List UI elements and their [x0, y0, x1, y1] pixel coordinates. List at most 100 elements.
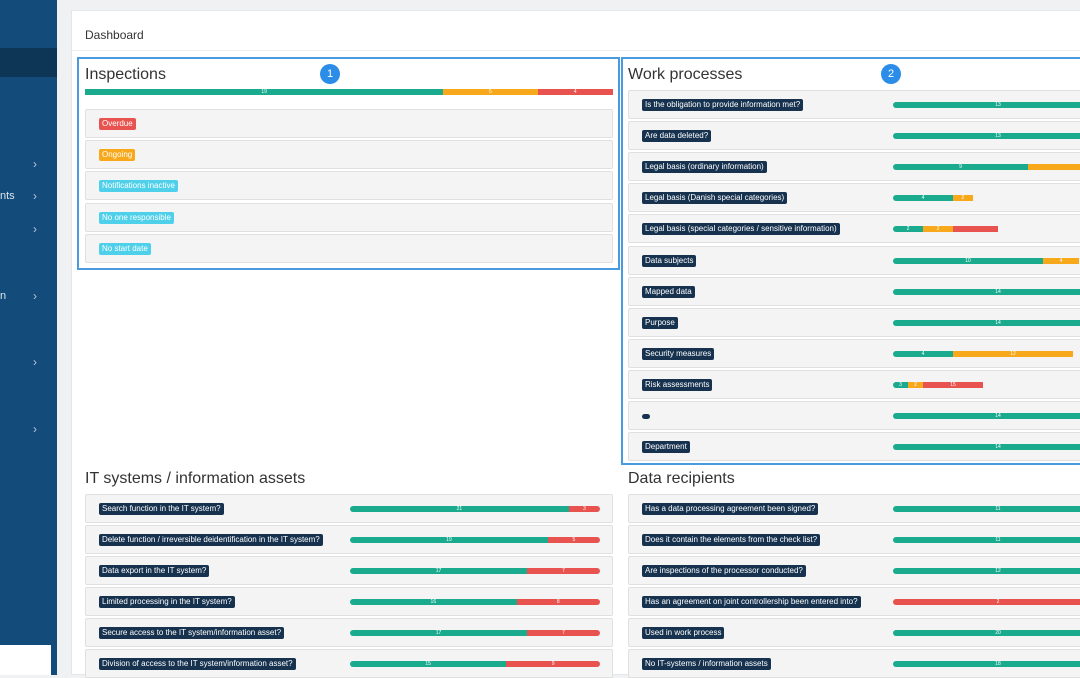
sidebar-item-3[interactable]: ›	[0, 222, 57, 238]
bar-segment-red[interactable]: 15	[923, 381, 983, 388]
bar-segment-green[interactable]: 19	[350, 537, 548, 543]
sidebar-item-1[interactable]: ›	[0, 157, 57, 173]
question-row[interactable]: Limited processing in the IT system? 16 8	[85, 587, 613, 616]
answer-distribution-bar[interactable]: 16 8	[350, 599, 600, 605]
bar-segment-red[interactable]: 3	[568, 506, 600, 512]
question-row[interactable]: Used in work process 20	[628, 618, 1080, 647]
answer-distribution-bar[interactable]: 9	[893, 164, 1080, 171]
answer-distribution-bar[interactable]: 17 7	[350, 630, 600, 636]
sidebar-active-item[interactable]	[0, 48, 57, 77]
bar-segment-green[interactable]: 14	[893, 444, 1080, 451]
bar-segment-green[interactable]: 21	[350, 506, 569, 512]
answer-distribution-bar[interactable]: 12	[893, 568, 1080, 574]
answer-distribution-bar[interactable]: 18	[893, 661, 1080, 667]
question-row[interactable]: Has a data processing agreement been sig…	[628, 494, 1080, 523]
bar-segment-green[interactable]: 13	[893, 133, 1080, 140]
question-row[interactable]: Division of access to the IT system/info…	[85, 649, 613, 678]
bar-segment-green[interactable]: 16	[350, 599, 517, 605]
answer-distribution-bar[interactable]: 14	[893, 413, 1080, 419]
answer-distribution-bar[interactable]: 21 3	[350, 506, 600, 512]
bar-segment-green[interactable]: 3	[893, 381, 908, 388]
bar-segment-red[interactable]	[953, 226, 998, 233]
sidebar-item-6[interactable]: ›	[0, 422, 57, 438]
bar-segment-orange[interactable]: 2	[923, 226, 953, 233]
bar-segment-orange[interactable]: 2	[908, 381, 923, 388]
bar-segment-green[interactable]: 12	[893, 568, 1080, 574]
answer-distribution-bar[interactable]: 14	[893, 444, 1080, 451]
question-row[interactable]: Are data deleted? 13	[628, 121, 1080, 151]
bar-segment-orange[interactable]: 2	[953, 195, 973, 202]
bar-segment-green[interactable]: 13	[893, 102, 1080, 108]
question-row[interactable]: Legal basis (special categories / sensit…	[628, 214, 1080, 244]
question-row[interactable]: Mapped data 14	[628, 276, 1080, 306]
bar-segment-green[interactable]: 4	[893, 195, 953, 202]
bar-segment-green[interactable]: 14	[893, 288, 1080, 295]
bar-segment-orange[interactable]: 12	[953, 350, 1073, 357]
bar-segment-green[interactable]: 17	[350, 630, 528, 636]
answer-distribution-bar[interactable]: 11	[893, 537, 1080, 543]
question-row[interactable]: Search function in the IT system? 21 3	[85, 494, 613, 523]
bar-segment-orange[interactable]	[1028, 164, 1080, 171]
question-row[interactable]: Has an agreement on joint controllership…	[628, 587, 1080, 616]
bar-segment-red[interactable]: 7	[527, 568, 600, 574]
bar-segment-green[interactable]: 15	[350, 661, 507, 667]
question-row[interactable]: No IT-systems / information assets 18	[628, 649, 1080, 678]
sidebar-item-5[interactable]: ›	[0, 355, 57, 371]
answer-distribution-bar[interactable]: 3 2 15	[893, 381, 1080, 388]
answer-distribution-bar[interactable]: 13	[893, 102, 1080, 108]
answer-distribution-bar[interactable]: 14	[893, 288, 1080, 295]
bar-segment-green[interactable]: 11	[893, 506, 1080, 512]
question-row[interactable]: Legal basis (ordinary information) 9	[628, 152, 1080, 182]
question-row[interactable]: Are inspections of the processor conduct…	[628, 556, 1080, 585]
inspection-filter-row[interactable]: No one responsible	[85, 202, 613, 232]
bar-segment-green[interactable]: 11	[893, 537, 1080, 543]
answer-distribution-bar[interactable]: 2	[893, 599, 1080, 605]
bar-segment-red[interactable]: 5	[547, 537, 600, 543]
question-row[interactable]: Data subjects 10 4	[628, 245, 1080, 275]
bar-segment-red[interactable]: 2	[893, 599, 1080, 605]
question-row[interactable]: Secure access to the IT system/informati…	[85, 618, 613, 647]
question-row[interactable]: Department 14	[628, 432, 1080, 462]
bar-segment-red[interactable]: 9	[506, 661, 600, 667]
bar-segment-green[interactable]: 18	[893, 661, 1080, 667]
bar-segment-green[interactable]: 4	[893, 350, 953, 357]
question-row[interactable]: Legal basis (Danish special categories) 4…	[628, 183, 1080, 213]
question-row[interactable]: Purpose 14	[628, 307, 1080, 337]
bar-segment-red[interactable]: 8	[516, 599, 600, 605]
answer-distribution-bar[interactable]: 17 7	[350, 568, 600, 574]
question-row[interactable]: Data export in the IT system? 17 7	[85, 556, 613, 585]
answer-distribution-bar[interactable]: 4 12	[893, 350, 1080, 357]
bar-segment-green[interactable]: 14	[893, 413, 1080, 419]
answer-distribution-bar[interactable]: 15 9	[350, 661, 600, 667]
bar-segment-orange[interactable]: 5	[443, 89, 538, 95]
question-row[interactable]: Does it contain the elements from the ch…	[628, 525, 1080, 554]
bar-segment-green[interactable]: 2	[893, 226, 923, 233]
bar-segment-green[interactable]: 20	[893, 630, 1080, 636]
bar-segment-red[interactable]: 7	[527, 630, 600, 636]
bar-segment-orange[interactable]: 4	[1043, 257, 1079, 264]
answer-distribution-bar[interactable]: 11	[893, 506, 1080, 512]
inspection-filter-row[interactable]: Ongoing	[85, 140, 613, 170]
answer-distribution-bar[interactable]: 10 4	[893, 257, 1080, 264]
bar-segment-red[interactable]: 4	[537, 89, 613, 95]
answer-distribution-bar[interactable]: 20	[893, 630, 1080, 636]
sidebar-item-4[interactable]: n ›	[0, 289, 57, 305]
question-row[interactable]: Security measures 4 12	[628, 338, 1080, 368]
sidebar-item-2[interactable]: nts ›	[0, 189, 57, 205]
bar-segment-green[interactable]: 14	[893, 319, 1080, 326]
answer-distribution-bar[interactable]: 14	[893, 319, 1080, 326]
inspection-filter-row[interactable]: No start date	[85, 233, 613, 263]
inspection-filter-row[interactable]: Overdue	[85, 109, 613, 138]
bar-segment-green[interactable]: 10	[893, 257, 1043, 264]
question-row[interactable]: 14	[628, 401, 1080, 430]
inspections-summary-bar[interactable]: 19 5 4	[85, 89, 613, 95]
bar-segment-green[interactable]: 9	[893, 164, 1028, 171]
question-row[interactable]: Is the obligation to provide information…	[628, 90, 1080, 119]
bar-segment-green[interactable]: 19	[85, 89, 444, 95]
bar-segment-green[interactable]: 17	[350, 568, 528, 574]
inspection-filter-row[interactable]: Notifications inactive	[85, 171, 613, 201]
answer-distribution-bar[interactable]: 19 5	[350, 537, 600, 543]
question-row[interactable]: Risk assessments 3 2 15	[628, 369, 1080, 399]
